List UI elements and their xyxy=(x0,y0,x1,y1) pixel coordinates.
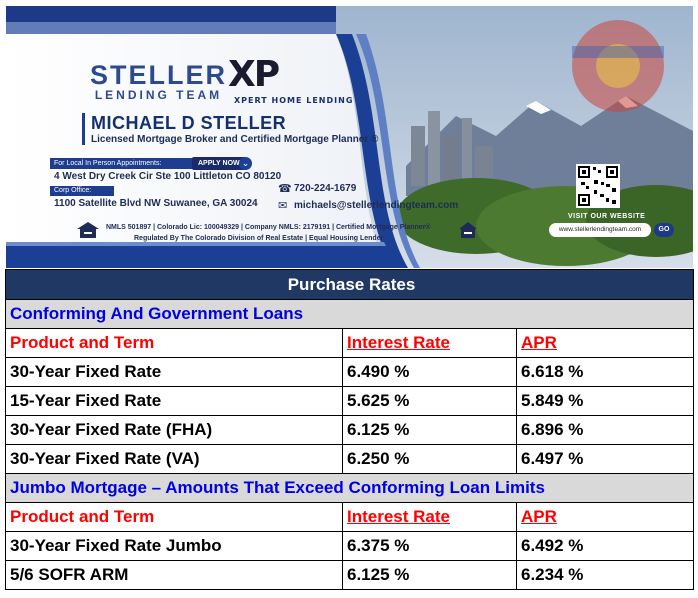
table-title-row: Purchase Rates xyxy=(4,269,695,300)
rate-cell: 6.375 % xyxy=(342,531,517,561)
apr-cell: 6.234 % xyxy=(515,560,695,590)
regulation-info: Regulated By The Colorado Division of Re… xyxy=(134,235,384,242)
table-title: Purchase Rates xyxy=(4,269,695,300)
table-row: 5/6 SOFR ARM 6.125 % 6.234 % xyxy=(5,560,695,590)
rate-cell: 6.125 % xyxy=(342,560,517,590)
agent-name: MICHAEL D STELLER xyxy=(91,113,287,133)
local-address: 4 West Dry Creek Cir Ste 100 Littleton C… xyxy=(54,171,282,182)
chevron-down-icon[interactable]: ⌄ xyxy=(239,157,252,170)
table-row: 30-Year Fixed Rate (FHA) 6.125 % 6.896 % xyxy=(5,415,695,445)
phone-number[interactable]: 720-224-1679 xyxy=(294,183,357,194)
visit-website-label: VISIT OUR WEBSITE xyxy=(568,213,646,220)
agent-title: Licensed Mortgage Broker and Certified M… xyxy=(91,134,379,145)
agent-name-block: MICHAEL D STELLER Licensed Mortgage Brok… xyxy=(82,113,378,145)
steller-logo: STELLER LENDING TEAM xyxy=(90,60,228,102)
appointment-label: For Local In Person Appointments: xyxy=(50,158,236,169)
apr-cell: 5.849 % xyxy=(515,386,695,416)
phone-icon: ☎ xyxy=(278,183,292,195)
apply-now-button[interactable]: APPLY NOW xyxy=(192,157,246,170)
column-header-product: Product and Term xyxy=(5,328,343,358)
apr-cell: 6.492 % xyxy=(515,531,695,561)
column-header-row: Product and Term Interest Rate APR xyxy=(5,502,695,532)
product-cell: 30-Year Fixed Rate (FHA) xyxy=(5,415,343,445)
column-header-rate: Interest Rate xyxy=(342,328,517,358)
email-address[interactable]: michaels@stellerlendingteam.com xyxy=(294,200,459,211)
table-row: 15-Year Fixed Rate 5.625 % 5.849 % xyxy=(5,386,695,416)
equal-housing-icon xyxy=(77,222,99,238)
product-cell: 15-Year Fixed Rate xyxy=(5,386,343,416)
table-row: 30-Year Fixed Rate 6.490 % 6.618 % xyxy=(5,357,695,387)
column-header-apr: APR xyxy=(515,502,695,532)
corp-office-label: Corp Office: xyxy=(50,186,114,196)
rate-cell: 6.250 % xyxy=(342,444,517,474)
column-header-row: Product and Term Interest Rate APR xyxy=(5,328,695,358)
apr-cell: 6.497 % xyxy=(515,444,695,474)
header-banner: STELLER LENDING TEAM XP XPERT HOME LENDI… xyxy=(6,6,693,268)
product-cell: 30-Year Fixed Rate (VA) xyxy=(5,444,343,474)
rate-cell: 6.125 % xyxy=(342,415,517,445)
column-header-rate: Interest Rate xyxy=(342,502,517,532)
purchase-rates-table: Purchase Rates Conforming And Government… xyxy=(4,269,695,590)
go-button[interactable]: GO xyxy=(654,223,674,237)
table-row: 30-Year Fixed Rate (VA) 6.250 % 6.497 % xyxy=(5,444,695,474)
section-title-jumbo: Jumbo Mortgage – Amounts That Exceed Con… xyxy=(4,473,695,503)
xp-logo: XP XPERT HOME LENDING xyxy=(228,54,354,105)
website-url[interactable]: www.stellerlendingteam.com xyxy=(549,223,651,237)
qr-code-icon[interactable] xyxy=(576,164,620,208)
corp-address: 1100 Satellite Blvd NW Suwanee, GA 30024 xyxy=(54,198,258,209)
column-header-product: Product and Term xyxy=(5,502,343,532)
product-cell: 30-Year Fixed Rate Jumbo xyxy=(5,531,343,561)
section-header-row: Conforming And Government Loans xyxy=(4,299,695,329)
table-row: 30-Year Fixed Rate Jumbo 6.375 % 6.492 % xyxy=(5,531,695,561)
section-title-conforming: Conforming And Government Loans xyxy=(4,299,695,329)
product-cell: 30-Year Fixed Rate xyxy=(5,357,343,387)
rate-cell: 5.625 % xyxy=(342,386,517,416)
column-header-apr: APR xyxy=(515,328,695,358)
mail-icon: ✉ xyxy=(278,200,288,212)
section-header-row: Jumbo Mortgage – Amounts That Exceed Con… xyxy=(4,473,695,503)
apr-cell: 6.896 % xyxy=(515,415,695,445)
rate-cell: 6.490 % xyxy=(342,357,517,387)
nmls-info: NMLS 501897 | Colorado Lic: 100049329 | … xyxy=(106,224,431,231)
apr-cell: 6.618 % xyxy=(515,357,695,387)
product-cell: 5/6 SOFR ARM xyxy=(5,560,343,590)
banner-background xyxy=(6,6,693,268)
equal-housing-icon xyxy=(459,222,477,238)
